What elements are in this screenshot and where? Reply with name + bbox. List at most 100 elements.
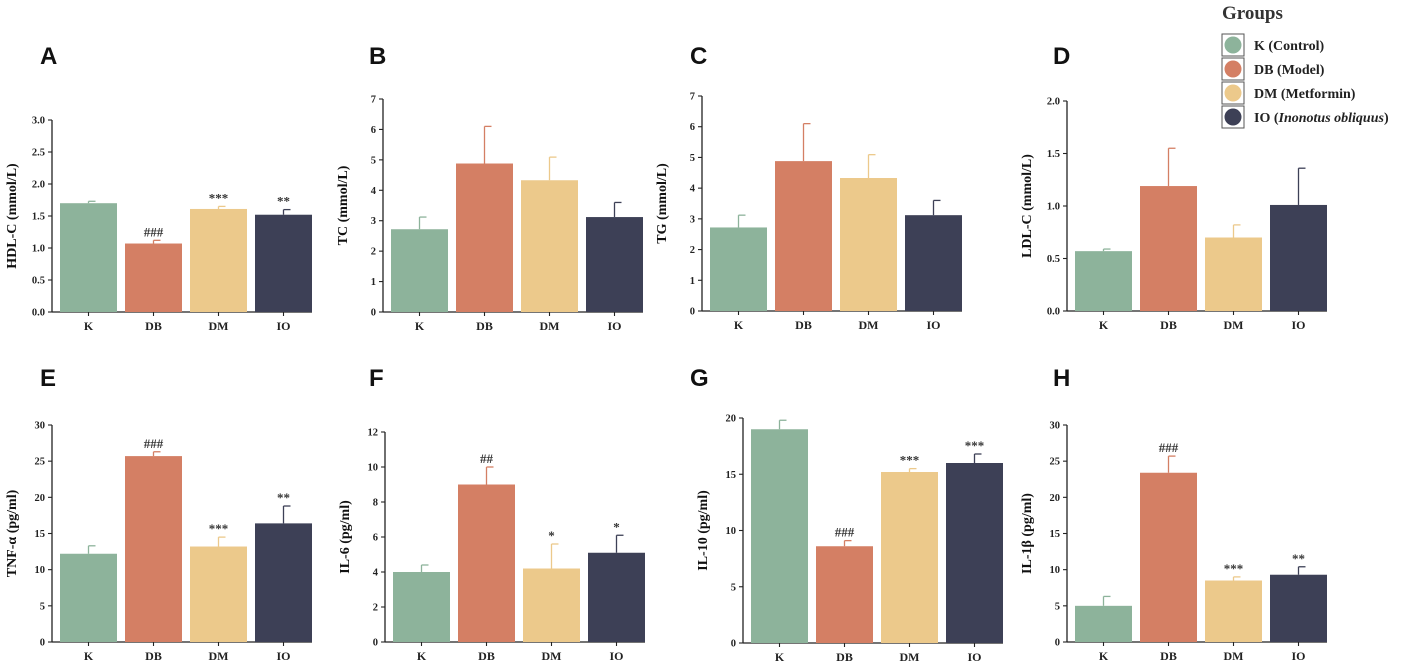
bar-k <box>710 227 767 311</box>
significance-label: * <box>548 528 555 543</box>
bar-db <box>458 484 515 642</box>
bar-k <box>60 203 117 312</box>
panel-g: G 0 5 10 15 20 IL-10 (pg/ml) K DB ### DM *** IO *** <box>690 365 1003 664</box>
y-tick-label: 1 <box>371 277 376 288</box>
significance-label: *** <box>900 453 920 468</box>
significance-label: *** <box>1224 561 1244 576</box>
y-tick-label: 0.0 <box>1047 307 1060 318</box>
x-tick-label: IO <box>967 650 981 664</box>
significance-label: ### <box>144 224 164 239</box>
x-tick-label: DM <box>209 649 229 663</box>
y-tick-label: 5 <box>731 582 736 593</box>
x-tick-label: DB <box>836 650 853 664</box>
y-tick-label: 4 <box>690 184 696 195</box>
y-tick-label: 15 <box>1050 529 1061 540</box>
y-tick-label: 5 <box>690 153 695 164</box>
x-tick-label: K <box>1099 318 1109 332</box>
y-tick-label: 10 <box>35 565 46 576</box>
y-tick-label: 6 <box>373 533 378 544</box>
x-tick-label: DB <box>1160 318 1177 332</box>
bar-dm <box>190 546 247 642</box>
x-tick-label: K <box>84 319 94 333</box>
x-tick-label: DM <box>542 649 562 663</box>
significance-label: ### <box>1159 440 1179 455</box>
bar-dm <box>881 472 938 643</box>
bar-k <box>391 229 448 312</box>
bar-k <box>1075 251 1132 311</box>
legend-label-end: ) <box>1384 111 1389 126</box>
y-axis-label: IL-10 (pg/ml) <box>696 490 711 571</box>
x-tick-label: K <box>417 649 427 663</box>
y-tick-label: 3 <box>371 216 376 227</box>
bar-dm <box>1205 580 1262 642</box>
y-axis-label: TC (mmol/L) <box>336 165 351 245</box>
legend-label-italic: Inonotus obliquus <box>1278 111 1385 126</box>
y-tick-label: 0.5 <box>32 276 45 287</box>
y-tick-label: 25 <box>35 457 46 468</box>
y-tick-label: 0.5 <box>1047 254 1060 265</box>
y-tick-label: 4 <box>371 186 377 197</box>
legend-label: IO (Inonotus obliquus) <box>1254 111 1389 126</box>
significance-label: ### <box>144 436 164 451</box>
x-tick-label: K <box>1099 649 1109 663</box>
y-tick-label: 25 <box>1050 457 1061 468</box>
legend-swatch <box>1224 84 1242 102</box>
panel-c: C 0 1 2 3 4 5 6 7 TG (mmol/L) K DB DM IO <box>655 43 962 332</box>
x-tick-label: IO <box>609 649 623 663</box>
y-tick-label: 10 <box>726 526 737 537</box>
legend: Groups K (Control) DB (Model) DM (Metformin… <box>1221 3 1389 129</box>
y-axis-label: LDL-C (mmol/L) <box>1020 154 1035 258</box>
y-tick-label: 1.0 <box>1047 202 1060 213</box>
x-tick-label: DB <box>795 318 812 332</box>
x-tick-label: DM <box>1224 318 1244 332</box>
y-tick-label: 5 <box>40 601 45 612</box>
bar-k <box>60 553 117 642</box>
y-tick-label: 6 <box>371 125 376 136</box>
legend-label-main: DB (Model) <box>1254 63 1325 78</box>
panel-letter: E <box>40 365 56 392</box>
y-tick-label: 20 <box>726 414 737 425</box>
x-tick-label: K <box>84 649 94 663</box>
y-tick-label: 5 <box>1055 601 1060 612</box>
legend-swatch <box>1224 36 1242 54</box>
bar-dm <box>1205 237 1262 311</box>
x-tick-label: DM <box>540 319 560 333</box>
y-tick-label: 2.0 <box>32 180 45 191</box>
x-tick-label: IO <box>1291 318 1305 332</box>
x-tick-label: DM <box>900 650 920 664</box>
legend-swatch <box>1224 60 1242 78</box>
y-tick-label: 1 <box>690 276 695 287</box>
bar-dm <box>840 178 897 311</box>
bar-io <box>255 523 312 642</box>
bar-dm <box>521 180 578 312</box>
x-tick-label: DB <box>145 319 162 333</box>
legend-label-main: K (Control) <box>1254 39 1324 54</box>
y-tick-label: 2.5 <box>32 148 45 159</box>
panel-letter: D <box>1053 43 1070 70</box>
significance-label: *** <box>209 190 229 205</box>
x-tick-label: DB <box>478 649 495 663</box>
y-tick-label: 20 <box>1050 493 1061 504</box>
significance-label: * <box>613 519 620 534</box>
legend-item: DM (Metformin) <box>1221 81 1356 105</box>
legend-label: DB (Model) <box>1254 63 1325 78</box>
bar-io <box>255 214 312 312</box>
x-tick-label: IO <box>276 319 290 333</box>
x-tick-label: IO <box>607 319 621 333</box>
significance-label: ### <box>835 525 855 540</box>
y-tick-label: 10 <box>1050 565 1061 576</box>
y-tick-label: 1.5 <box>1047 149 1060 160</box>
y-tick-label: 12 <box>368 428 379 439</box>
y-axis-label: TNF-α (pg/ml) <box>5 489 20 577</box>
y-tick-label: 30 <box>35 421 46 432</box>
legend-swatch <box>1224 108 1242 126</box>
y-tick-label: 4 <box>373 568 379 579</box>
panel-d: D 0.0 0.5 1.0 1.5 2.0 LDL-C (mmol/L) K DB DM IO <box>1020 43 1327 332</box>
legend-item: K (Control) <box>1221 33 1324 57</box>
bar-io <box>1270 574 1327 642</box>
y-tick-label: 7 <box>690 92 695 103</box>
panel-letter: B <box>369 43 386 70</box>
x-tick-label: DM <box>209 319 229 333</box>
y-tick-label: 2 <box>371 247 376 258</box>
